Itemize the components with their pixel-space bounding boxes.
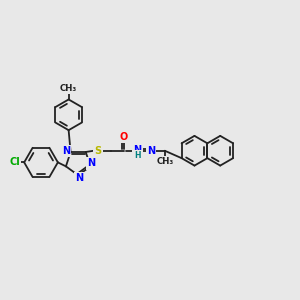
Text: N: N: [62, 146, 70, 156]
Text: N: N: [134, 145, 142, 155]
Text: N: N: [87, 158, 95, 168]
Text: N: N: [147, 146, 155, 156]
Text: O: O: [120, 132, 128, 142]
Text: CH₃: CH₃: [156, 157, 173, 166]
Text: CH₃: CH₃: [60, 84, 77, 93]
Text: H: H: [134, 151, 141, 160]
Text: Cl: Cl: [9, 158, 20, 167]
Text: S: S: [94, 146, 102, 156]
Text: N: N: [75, 173, 83, 183]
